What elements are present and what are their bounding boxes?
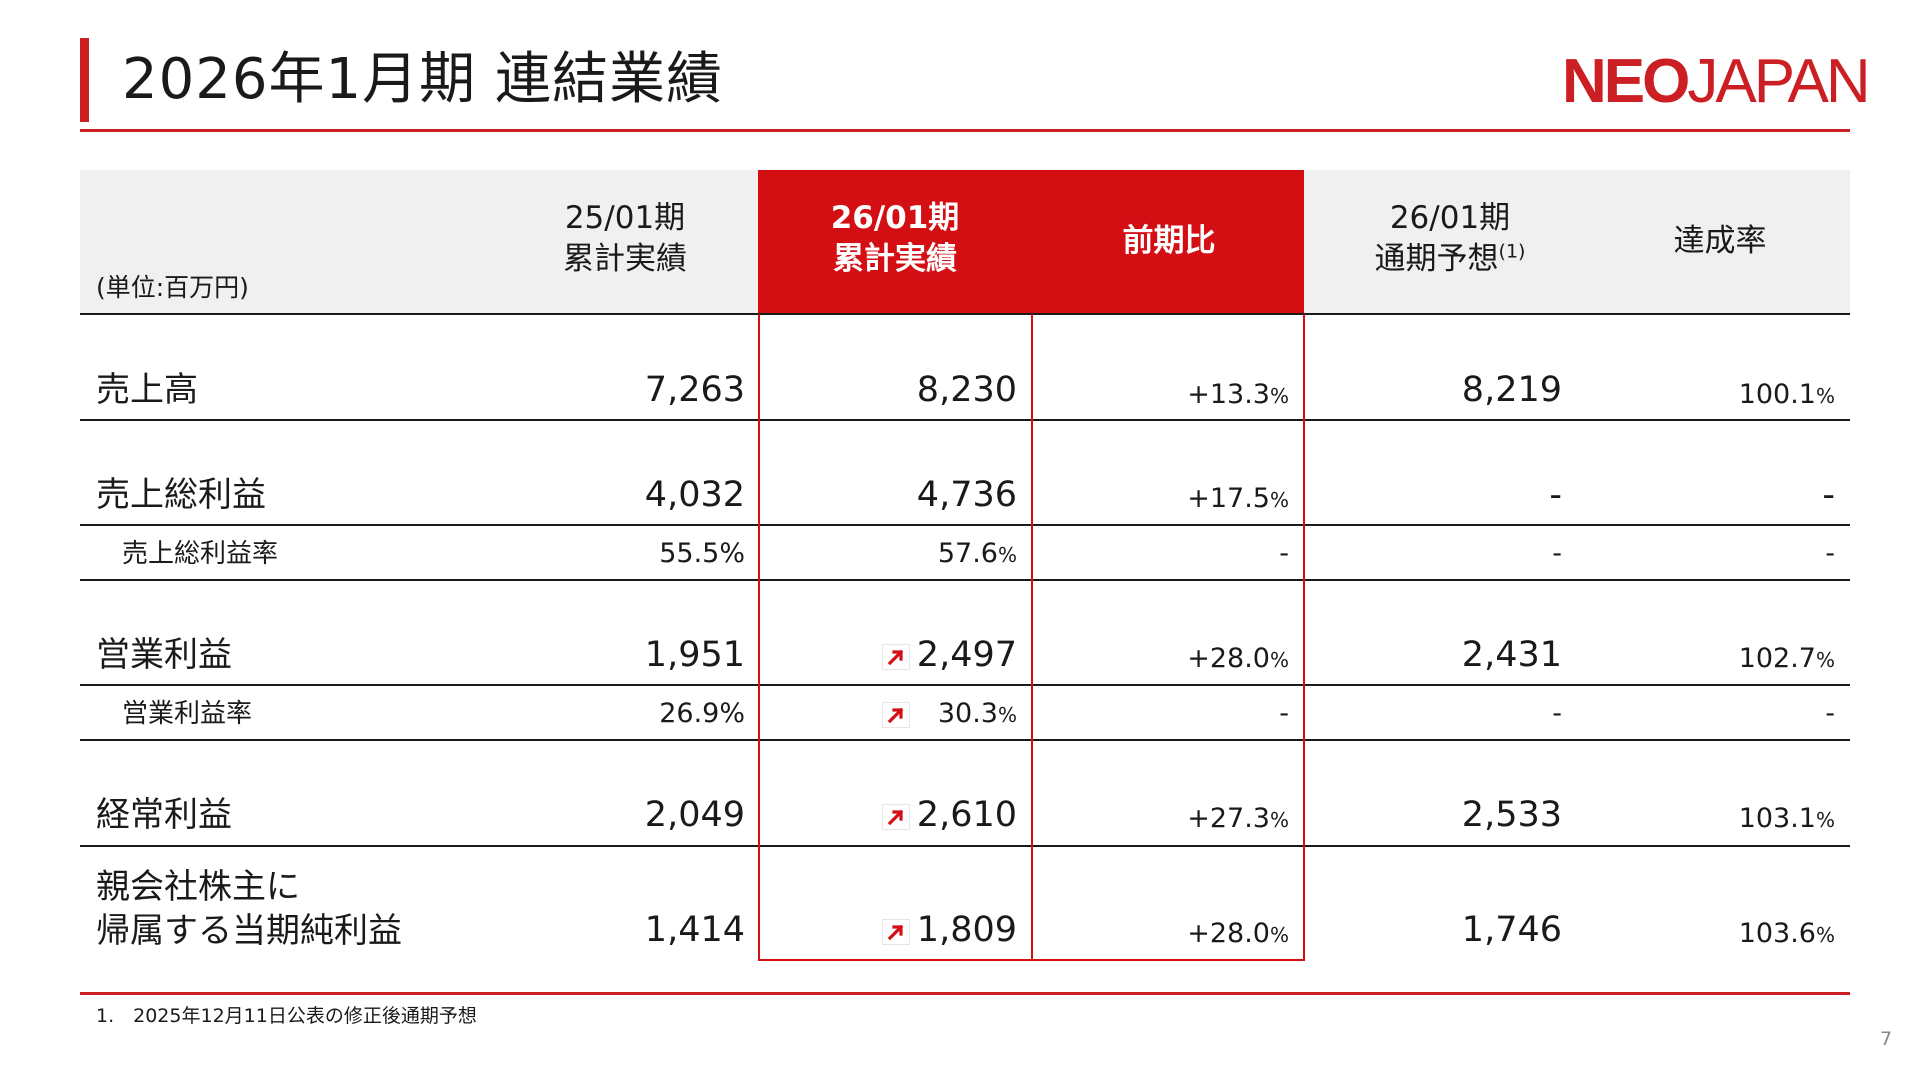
highlight-border-left	[758, 314, 760, 961]
title-accent-bar	[80, 38, 89, 122]
cell-prev: 2,049	[644, 795, 745, 835]
header-prev-results: 25/01期 累計実績	[563, 200, 687, 277]
cell-yoy: +13.3%	[1187, 379, 1289, 410]
cell-curr: 1,809	[916, 910, 1017, 950]
highlight-border-mid	[1031, 314, 1033, 961]
title-divider	[80, 129, 1850, 132]
row-label-gross-profit: 売上総利益	[96, 475, 266, 515]
cell-curr: 4,736	[916, 475, 1017, 515]
up-right-arrow-icon	[882, 804, 910, 830]
cell-yoy: +27.3%	[1187, 803, 1289, 834]
highlight-border-bottom	[758, 959, 1305, 961]
row-label-gross-margin: 売上総利益率	[122, 539, 279, 569]
cell-curr: 8,230	[916, 370, 1017, 410]
cell-yoy: +17.5%	[1187, 483, 1289, 514]
header-forecast: 26/01期 通期予想(1)	[1374, 200, 1526, 277]
cell-forecast: -	[1552, 538, 1562, 569]
page-number: 7	[1880, 1028, 1893, 1050]
row-divider	[80, 684, 1850, 686]
highlight-border-right	[1303, 314, 1305, 961]
cell-achieve: 103.1%	[1738, 803, 1835, 834]
cell-achieve: -	[1825, 698, 1835, 729]
header-curr-results: 26/01期 累計実績	[830, 200, 960, 277]
row-label-ordinary-profit: 経常利益	[96, 795, 232, 835]
footnote: 1. 2025年12月11日公表の修正後通期予想	[96, 1005, 477, 1027]
row-divider	[80, 313, 1850, 315]
cell-achieve: 100.1%	[1738, 379, 1835, 410]
cell-prev: 1,414	[644, 910, 745, 950]
cell-curr: 57.6%	[937, 538, 1017, 569]
highlight-header	[758, 170, 1304, 314]
cell-prev: 55.5%	[659, 538, 745, 569]
cell-achieve: -	[1825, 538, 1835, 569]
row-divider	[80, 524, 1850, 526]
row-label-operating-profit: 営業利益	[96, 635, 232, 675]
cell-prev: 1,951	[644, 635, 745, 675]
row-divider	[80, 845, 1850, 847]
cell-prev: 7,263	[644, 370, 745, 410]
up-right-arrow-icon	[882, 919, 910, 945]
cell-forecast: 2,533	[1461, 795, 1562, 835]
cell-forecast: -	[1549, 475, 1562, 515]
header-achievement: 達成率	[1673, 223, 1767, 259]
up-right-arrow-icon	[882, 702, 910, 728]
row-label-sales: 売上高	[96, 370, 198, 410]
cell-yoy: +28.0%	[1187, 643, 1289, 674]
company-logo: NEOJAPAN	[1562, 47, 1871, 116]
cell-forecast: 2,431	[1461, 635, 1562, 675]
page-title: 2026年1月期 連結業績	[122, 47, 723, 112]
cell-achieve: -	[1822, 475, 1835, 515]
row-divider	[80, 739, 1850, 741]
cell-yoy: -	[1279, 698, 1289, 729]
row-label-net-income: 親会社株主に 帰属する当期純利益	[96, 867, 402, 951]
cell-achieve: 102.7%	[1738, 643, 1835, 674]
cell-achieve: 103.6%	[1738, 918, 1835, 949]
footer-divider	[80, 992, 1850, 995]
cell-forecast: 1,746	[1461, 910, 1562, 950]
cell-forecast: 8,219	[1461, 370, 1562, 410]
cell-curr: 2,497	[916, 635, 1017, 675]
row-divider	[80, 419, 1850, 421]
header-yoy: 前期比	[1122, 223, 1216, 259]
cell-prev: 26.9%	[659, 698, 745, 729]
cell-prev: 4,032	[644, 475, 745, 515]
up-right-arrow-icon	[882, 644, 910, 670]
cell-forecast: -	[1552, 698, 1562, 729]
cell-yoy: +28.0%	[1187, 918, 1289, 949]
row-divider	[80, 579, 1850, 581]
cell-curr: 2,610	[916, 795, 1017, 835]
row-label-operating-margin: 営業利益率	[122, 699, 253, 729]
cell-yoy: -	[1279, 538, 1289, 569]
unit-label: (単位:百万円)	[96, 273, 249, 302]
cell-curr: 30.3%	[937, 698, 1017, 729]
